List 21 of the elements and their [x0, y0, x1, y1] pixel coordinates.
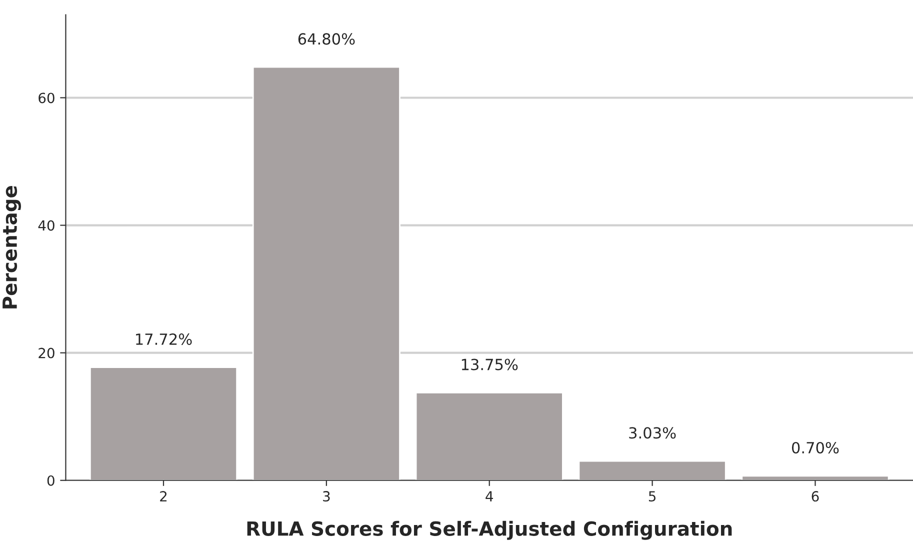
data-label: 13.75% — [462, 358, 518, 370]
x-tick-label: 4 — [486, 491, 494, 502]
x-tick-label: 5 — [648, 491, 656, 502]
bar — [578, 460, 726, 480]
y-tick-label: 0 — [47, 475, 54, 486]
y-tick-label: 20 — [38, 348, 54, 358]
y-tick-label: 40 — [38, 220, 54, 231]
data-label: 64.80% — [298, 33, 355, 45]
bar — [741, 475, 890, 480]
y-axis-title: Percentage — [2, 186, 21, 308]
x-axis-title: RULA Scores for Self-Adjusted Configuration — [247, 520, 732, 540]
bar — [415, 392, 564, 480]
x-tick-label: 6 — [812, 491, 819, 502]
x-tick-label: 2 — [160, 491, 167, 502]
x-tick-label: 3 — [323, 491, 330, 502]
y-tick-label: 60 — [38, 92, 54, 104]
data-label: 17.72% — [136, 333, 192, 345]
data-label: 0.70% — [792, 442, 839, 454]
bar — [89, 366, 238, 480]
bar — [252, 66, 400, 480]
data-label: 3.03% — [629, 427, 676, 439]
